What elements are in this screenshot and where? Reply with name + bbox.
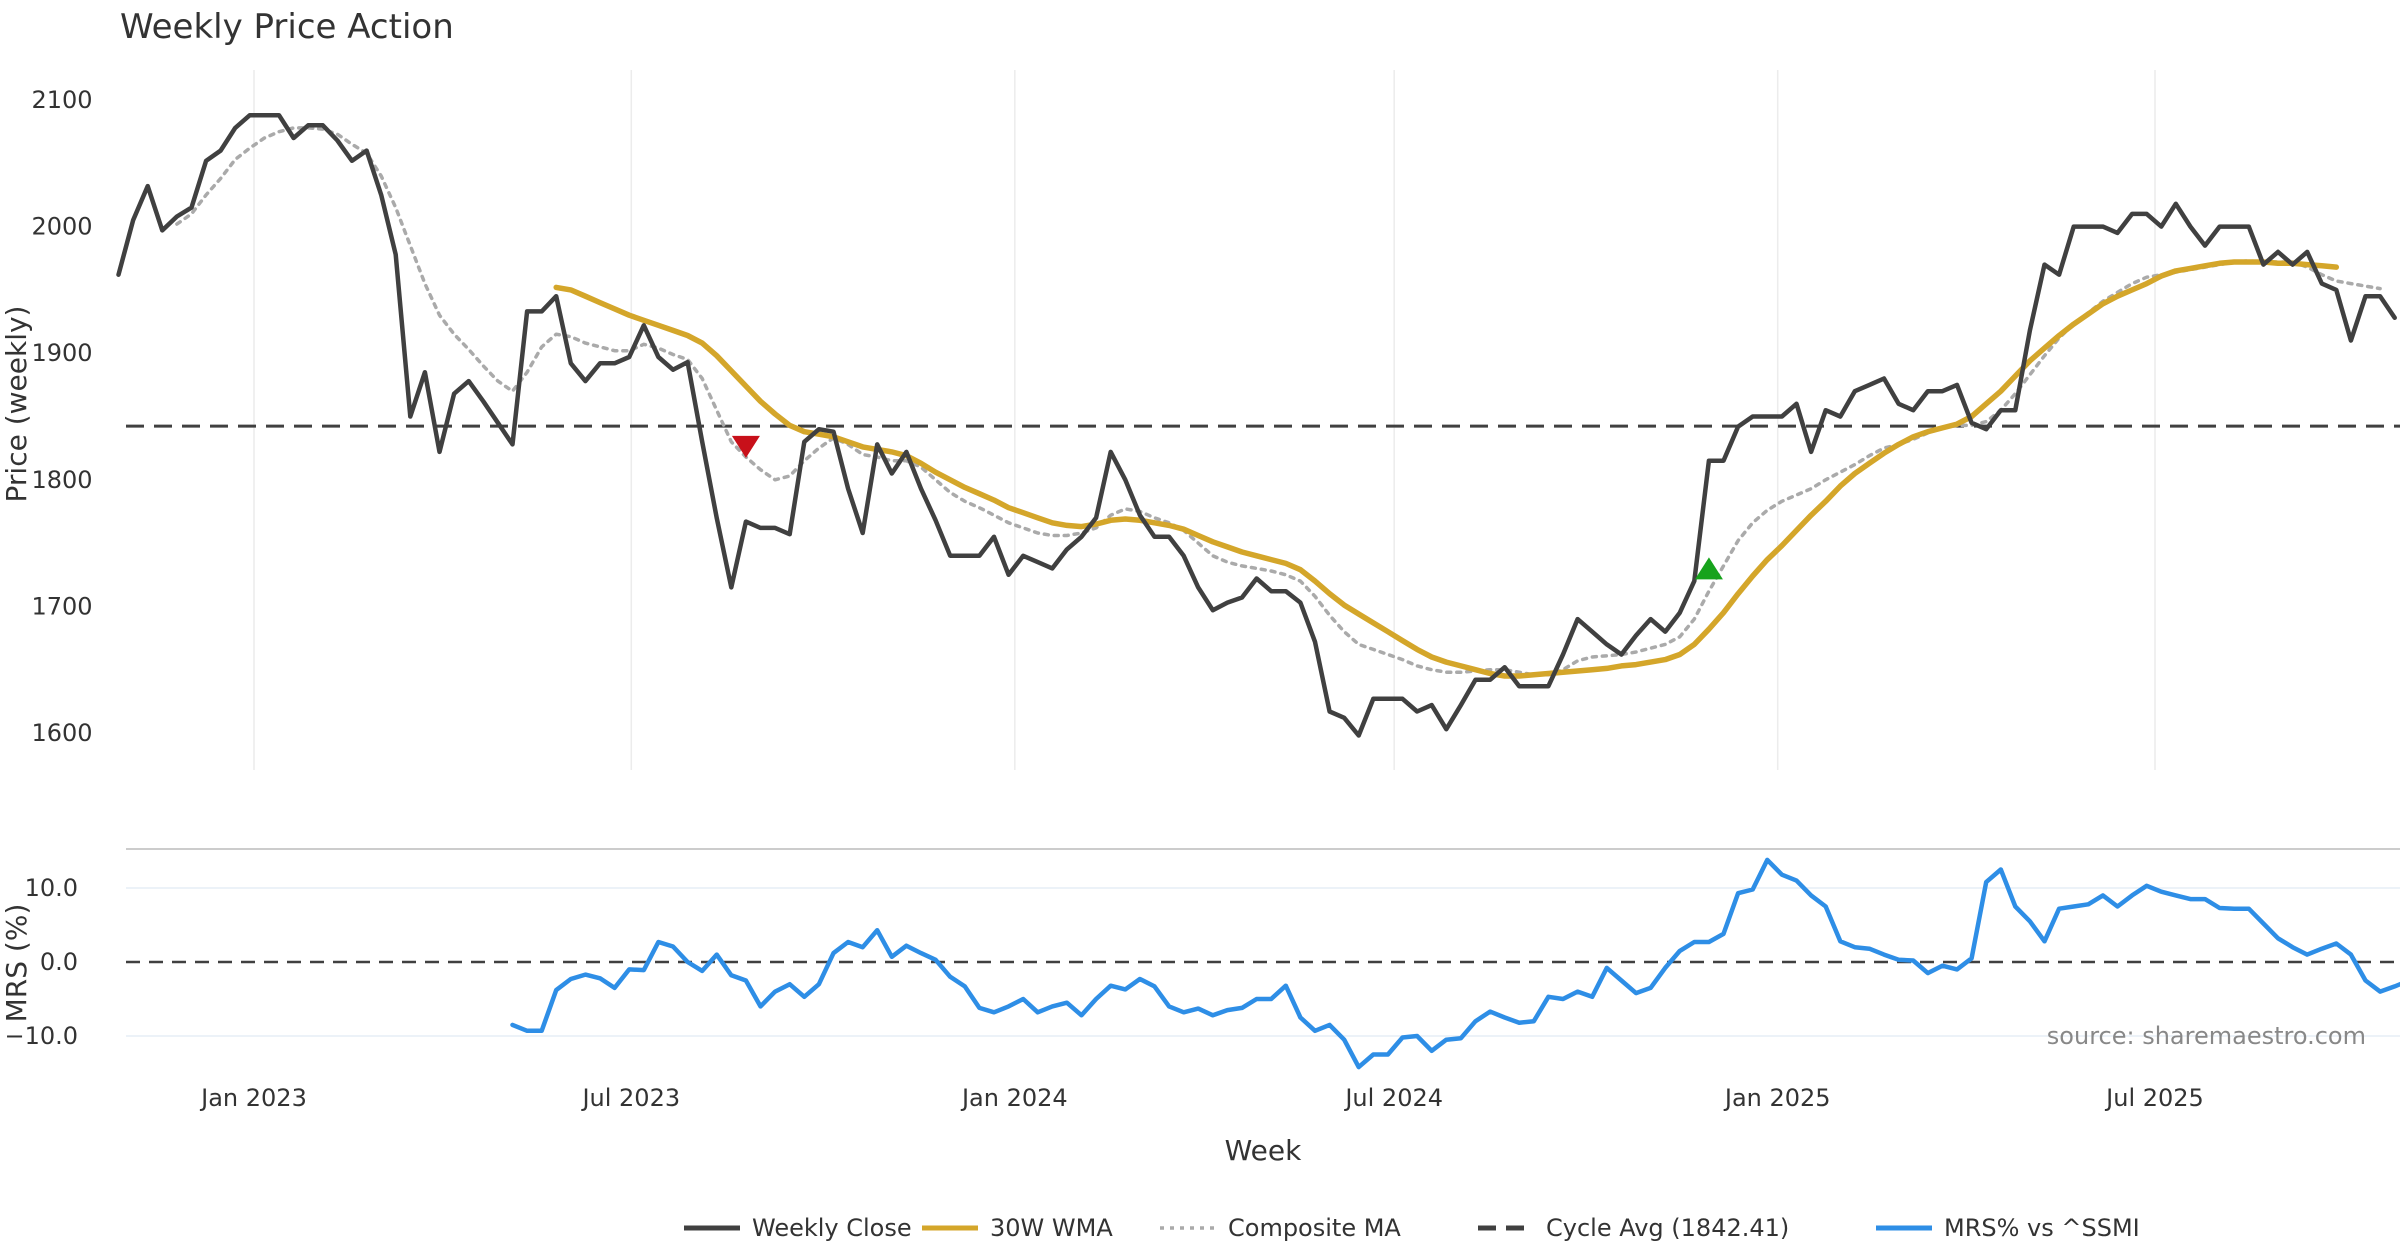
x-tick-label: Jul 2024 xyxy=(1343,1084,1443,1112)
price-y-tick-label: 1800 xyxy=(31,466,92,494)
source-text: source: sharemaestro.com xyxy=(2047,1022,2366,1050)
weekly-close-line xyxy=(116,112,2397,738)
x-tick-label: Jul 2023 xyxy=(580,1084,680,1112)
price-lines xyxy=(116,112,2400,738)
legend-label: MRS% vs ^SSMI xyxy=(1944,1214,2140,1242)
sell-signal-marker xyxy=(731,435,760,458)
mrs-lines xyxy=(126,857,2400,1070)
x-axis-label: Week xyxy=(1225,1134,1302,1167)
price-y-tick-label: 1900 xyxy=(31,339,92,367)
chart-title: Weekly Price Action xyxy=(120,7,454,47)
legend-label: Weekly Close xyxy=(752,1214,912,1242)
price-y-tick-label: 1600 xyxy=(31,719,92,747)
mrs-y-tick-label: 0.0 xyxy=(40,948,78,976)
price-y-tick-label: 1700 xyxy=(31,592,92,620)
mrs-y-tick-label: −10.0 xyxy=(4,1022,78,1050)
mrs-grid xyxy=(126,848,2400,1037)
y-ticks: 1600 1700 1800 1900 2000 2100 10.0 0.0 −10.0 xyxy=(4,86,92,1050)
price-ylabel: Price (weekly) xyxy=(0,306,33,503)
mrs-ylabel: MRS (%) xyxy=(0,904,33,1023)
legend-label: Composite MA xyxy=(1228,1214,1401,1242)
price-grid xyxy=(253,70,2156,770)
composite-ma-line xyxy=(175,126,2382,677)
buy-signal-marker xyxy=(1694,557,1723,580)
mrs-y-tick-label: 10.0 xyxy=(25,874,78,902)
x-tick-label: Jan 2024 xyxy=(960,1084,1068,1112)
legend: Weekly Close 30W WMA Composite MA Cycle Avg… xyxy=(684,1214,2140,1242)
legend-label: 30W WMA xyxy=(990,1214,1113,1242)
wma-30w-line xyxy=(553,259,2340,679)
x-ticks: Jan 2023 Jul 2023 Jan 2024 Jul 2024 Jan 2025… xyxy=(199,1084,2204,1112)
price-y-tick-label: 2100 xyxy=(31,86,92,114)
mrs-line xyxy=(510,857,2400,1070)
price-y-tick-label: 2000 xyxy=(31,213,92,241)
x-tick-label: Jan 2023 xyxy=(199,1084,307,1112)
legend-label: Cycle Avg (1842.41) xyxy=(1546,1214,1789,1242)
x-tick-label: Jul 2025 xyxy=(2104,1084,2204,1112)
x-tick-label: Jan 2025 xyxy=(1723,1084,1831,1112)
